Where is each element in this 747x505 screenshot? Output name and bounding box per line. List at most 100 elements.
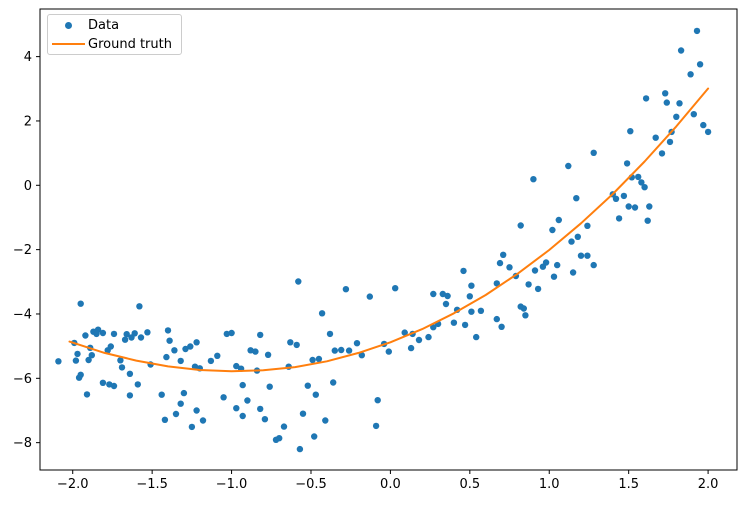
data-point <box>522 312 529 319</box>
x-tick-label: −0.5 <box>295 477 327 492</box>
data-point <box>99 329 107 337</box>
data-point <box>496 259 504 267</box>
data-point <box>584 222 591 229</box>
legend-label-ground-truth: Ground truth <box>88 36 172 52</box>
data-point <box>166 337 173 344</box>
data-point <box>430 324 437 331</box>
data-point <box>214 352 221 359</box>
data-point <box>233 362 240 370</box>
data-point <box>287 339 294 346</box>
data-point <box>493 280 500 287</box>
data-point <box>118 364 126 371</box>
y-tick-label: 0 <box>24 179 32 194</box>
data-point <box>188 423 196 431</box>
data-point <box>565 162 572 170</box>
data-point <box>228 329 235 337</box>
y-tick-label: −6 <box>13 372 32 387</box>
data-point <box>473 333 480 341</box>
data-point <box>161 416 169 423</box>
data-point <box>309 356 316 364</box>
data-point <box>374 397 381 404</box>
data-point <box>345 347 353 354</box>
data-point <box>304 382 311 389</box>
legend-item-ground-truth: Ground truth <box>48 36 181 53</box>
data-point <box>330 379 337 386</box>
data-point <box>295 278 302 285</box>
data-point <box>573 195 580 202</box>
data-point <box>612 195 620 202</box>
data-point <box>257 405 264 413</box>
data-point <box>625 203 632 210</box>
data-point <box>193 339 200 346</box>
data-point <box>542 259 550 266</box>
data-point <box>498 323 505 330</box>
data-point <box>461 321 469 329</box>
data-point <box>401 329 408 336</box>
data-point <box>615 215 623 222</box>
data-point <box>549 226 556 234</box>
data-point <box>322 417 329 424</box>
data-point <box>312 391 319 398</box>
data-point <box>693 27 701 35</box>
data-point <box>500 251 507 258</box>
data-point <box>590 261 597 269</box>
data-point <box>77 300 84 307</box>
data-point <box>123 331 130 338</box>
data-point <box>182 345 189 353</box>
x-tick-label: 0.0 <box>380 477 401 492</box>
data-point <box>442 300 450 308</box>
data-point <box>658 150 666 157</box>
data-point <box>517 222 524 229</box>
data-point <box>315 355 323 363</box>
data-point <box>117 357 124 364</box>
data-point <box>584 252 591 259</box>
data-point <box>177 357 184 365</box>
data-point <box>641 184 648 191</box>
x-tick-label: 0.5 <box>459 477 480 492</box>
data-point <box>525 281 532 288</box>
data-point <box>318 310 326 317</box>
data-point <box>704 128 712 136</box>
data-point <box>392 285 399 292</box>
data-point <box>385 348 392 355</box>
data-point <box>99 379 107 386</box>
data-point <box>530 176 537 183</box>
x-tick-label: 2.0 <box>698 477 719 492</box>
data-point <box>158 391 165 398</box>
data-point <box>338 346 345 354</box>
data-point <box>110 382 118 390</box>
data-point <box>180 389 188 397</box>
data-point <box>137 334 145 341</box>
data-point <box>534 285 542 293</box>
data-point <box>590 149 597 156</box>
data-point <box>266 383 273 390</box>
data-point <box>257 331 264 339</box>
data-point <box>311 433 318 440</box>
data-point <box>172 410 180 418</box>
data-point <box>662 90 669 97</box>
data-point <box>358 352 365 359</box>
data-point <box>93 330 100 338</box>
ground-truth-line-icon <box>51 43 85 45</box>
y-tick-label: −2 <box>13 243 32 258</box>
data-point <box>199 417 207 424</box>
data-point <box>366 293 373 300</box>
data-point <box>326 330 334 338</box>
data-point <box>700 121 707 129</box>
data-marker-dot-icon <box>64 21 72 29</box>
data-point <box>460 267 467 275</box>
data-point <box>121 336 129 343</box>
data-point <box>638 179 645 186</box>
data-point <box>207 357 215 365</box>
line-marker-icon <box>48 43 88 45</box>
x-tick-label: 1.0 <box>539 477 560 492</box>
data-point <box>666 138 674 146</box>
data-point <box>555 216 562 224</box>
data-point <box>331 347 338 354</box>
data-point <box>520 305 527 312</box>
data-point <box>569 269 577 276</box>
data-point <box>407 344 415 352</box>
data-point <box>531 267 539 274</box>
data-point <box>466 293 473 300</box>
